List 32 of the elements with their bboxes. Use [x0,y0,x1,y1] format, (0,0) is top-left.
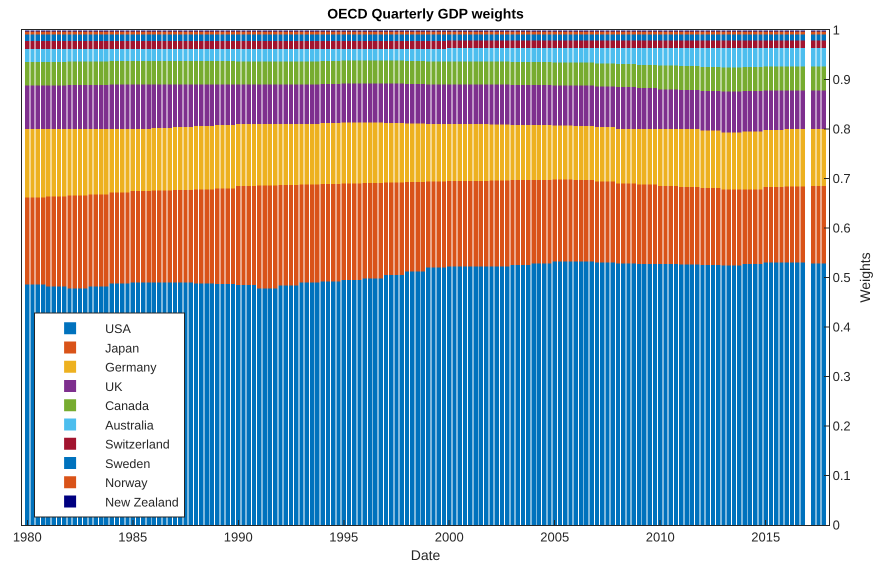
y-tick-label: 0.5 [832,270,851,286]
legend-label: New Zealand [105,495,179,510]
legend-label: UK [105,380,124,394]
legend-label: USA [105,322,132,336]
x-tick-label: 1995 [329,530,358,545]
y-tick-label: 1 [832,22,840,38]
y-tick-label: 0.9 [832,72,851,88]
legend-label: Switzerland [105,438,170,452]
x-tick-label: 2000 [434,530,464,545]
x-tick-label: 1985 [118,530,148,545]
y-tick-label: 0.6 [832,220,851,236]
x-tick-label: 2015 [751,530,780,545]
y-tick-label: 0.7 [832,171,851,186]
legend-label: Canada [105,399,149,414]
x-tick-label: 1980 [12,530,42,545]
legend-label: Japan [105,341,140,356]
legend-label: Sweden [105,456,150,471]
y-tick-label: 0 [832,518,840,533]
y-tick-label: 0.2 [832,418,851,434]
chart-title: OECD Quarterly GDP weights [327,5,524,22]
x-tick-label: 2005 [540,530,570,545]
y-axis-title: Weights [856,252,873,303]
legend-label: Australia [105,418,154,432]
x-axis-title: Date [410,546,440,563]
legend-label: Germany [105,360,158,375]
legend-label: Norway [105,476,148,490]
x-tick-label: 1990 [224,530,253,545]
y-tick-label: 0.8 [832,122,851,137]
x-tick-label: 2010 [646,530,675,545]
y-tick-label: 0.1 [832,468,851,484]
y-tick-label: 0.3 [832,369,851,384]
y-tick-label: 0.4 [832,320,851,335]
